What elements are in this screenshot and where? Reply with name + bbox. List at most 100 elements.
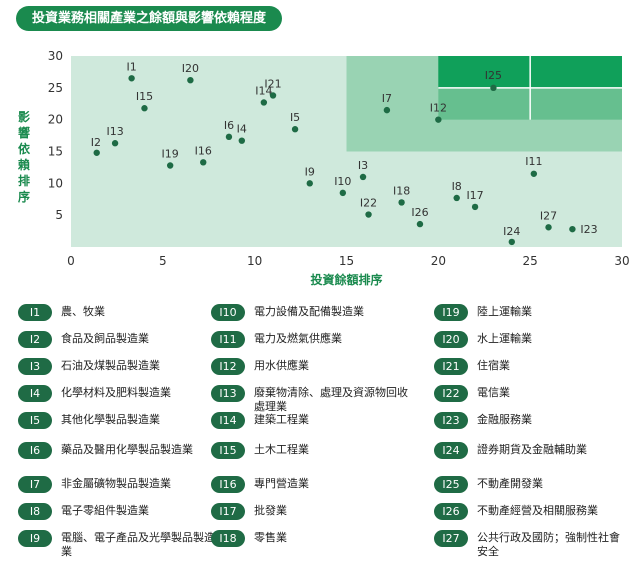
data-label-i19: I19 (162, 148, 179, 161)
y-axis-label-char: 依 (18, 141, 31, 156)
data-point-i13 (111, 140, 119, 147)
legend-item-i15: I15 土木工程業 (211, 442, 411, 459)
y-axis-label-char: 賴 (18, 157, 30, 172)
legend-code-badge: I10 (211, 304, 245, 321)
legend-item-i11: I11 電力及燃氣供應業 (211, 331, 411, 348)
legend-label: 陸上運輸業 (477, 305, 532, 318)
legend-code-badge: I5 (18, 412, 52, 429)
y-tick-label: 20 (48, 113, 63, 127)
data-label-i5: I5 (290, 111, 300, 124)
legend-code-badge: I19 (434, 304, 468, 321)
data-label-i18: I18 (393, 184, 410, 197)
legend-code-badge: I9 (18, 530, 52, 547)
legend-item-i22: I22 電信業 (434, 385, 630, 402)
data-point-i6 (225, 133, 233, 141)
legend-item-i2: I2 食品及飼品製造業 (18, 331, 218, 348)
data-points: I1 I2 I3 I4 I5 I6 I7 I8 I9 I10 I11 I12 I13 I14 I15 I16 I… (91, 60, 598, 246)
data-label-i23: I23 (580, 223, 597, 236)
legend-code-badge: I26 (434, 503, 468, 520)
legend-item-i6: I6 藥品及醫用化學製品製造業 (18, 442, 218, 459)
legend-item-i12: I12 用水供應業 (211, 358, 411, 375)
legend-item-i13: I13 廢棄物清除、處理及資源物回收處理業 (211, 385, 411, 414)
legend-code-badge: I17 (211, 503, 245, 520)
legend-code-badge: I15 (211, 442, 245, 459)
legend-item-i3: I3 石油及煤製品製造業 (18, 358, 218, 375)
data-point-i8 (453, 194, 460, 202)
legend-code-badge: I13 (211, 385, 245, 402)
legend-label: 證券期貨及金融輔助業 (477, 443, 587, 456)
legend-label: 非金屬礦物製品製造業 (61, 477, 171, 490)
zone-separators (438, 56, 622, 120)
data-label-i16: I16 (195, 144, 212, 157)
legend-label: 藥品及醫用化學製品製造業 (61, 443, 193, 456)
legend-item-i23: I23 金融服務業 (434, 412, 630, 429)
legend-label: 建築工程業 (254, 413, 309, 426)
legend-code-badge: I4 (18, 385, 52, 402)
legend-label: 石油及煤製品製造業 (61, 359, 160, 372)
legend-label: 公共行政及國防；強制性社會安全 (477, 531, 620, 558)
legend-code-badge: I22 (434, 385, 468, 402)
legend-code-badge: I16 (211, 476, 245, 493)
data-point-i14 (260, 99, 268, 106)
legend-label: 專門營造業 (254, 477, 309, 490)
legend-code-badge: I8 (18, 503, 52, 520)
legend-label: 零售業 (254, 531, 287, 544)
data-point-i17 (471, 203, 479, 211)
legend-item-i4: I4 化學材料及肥料製造業 (18, 385, 218, 402)
legend-code-badge: I2 (18, 331, 52, 348)
data-point-i22 (365, 211, 372, 218)
data-point-i7 (383, 106, 391, 114)
legend-item-i1: I1 農、牧業 (18, 304, 218, 321)
data-point-i19 (166, 162, 174, 169)
y-axis-label-char: 影 (18, 109, 30, 124)
legend-item-i14: I14 建築工程業 (211, 412, 411, 429)
data-label-i13: I13 (106, 125, 123, 138)
legend-code-badge: I24 (434, 442, 468, 459)
data-label-i1: I1 (126, 60, 136, 73)
data-point-i25 (490, 84, 497, 92)
data-label-i10: I10 (334, 175, 351, 188)
legend-item-i17: I17 批發業 (211, 503, 411, 520)
legend-code-badge: I7 (18, 476, 52, 493)
legend-code-badge: I20 (434, 331, 468, 348)
legend-item-i27: I27 公共行政及國防；強制性社會安全 (434, 530, 630, 559)
legend-label: 金融服務業 (477, 413, 532, 426)
x-tick-label: 20 (431, 254, 446, 268)
legend-label: 電信業 (477, 386, 510, 399)
x-tick-label: 25 (523, 254, 538, 268)
data-label-i9: I9 (305, 165, 315, 178)
y-tick-label: 15 (48, 145, 63, 159)
legend-item-i7: I7 非金屬礦物製品製造業 (18, 476, 218, 493)
data-point-i12 (435, 116, 442, 123)
data-label-i22: I22 (360, 197, 377, 210)
data-label-i25: I25 (485, 69, 502, 82)
data-point-i11 (530, 170, 538, 177)
data-point-i3 (359, 173, 367, 181)
data-label-i17: I17 (466, 189, 483, 202)
legend-code-badge: I6 (18, 442, 52, 459)
legend-code-badge: I27 (434, 530, 468, 547)
x-tick-label: 0 (67, 254, 75, 268)
legend-label: 水上運輸業 (477, 332, 532, 345)
data-point-i27 (545, 224, 552, 231)
legend-label: 用水供應業 (254, 359, 309, 372)
y-tick-label: 10 (48, 176, 63, 190)
legend-code-badge: I23 (434, 412, 468, 429)
data-point-i2 (93, 149, 100, 156)
data-label-i11: I11 (525, 155, 542, 168)
legend-code-badge: I21 (434, 358, 468, 375)
legend-label: 不動產經營及相關服務業 (477, 504, 598, 517)
legend-label: 電力設備及配備製造業 (254, 305, 364, 318)
data-point-i21 (269, 92, 277, 99)
legend-item-i8: I8 電子零組件製造業 (18, 503, 218, 520)
legend-code-badge: I18 (211, 530, 245, 547)
y-tick-label: 5 (55, 208, 63, 222)
legend-label: 廢棄物清除、處理及資源物回收處理業 (254, 386, 408, 413)
data-point-i16 (200, 159, 207, 166)
legend-code-badge: I3 (18, 358, 52, 375)
scatter-chart: 0 5 10 15 20 25 30 5 10 15 20 25 30 I1 I2 I3 I4 I5 I6 I7 I8… (18, 49, 630, 287)
data-label-i26: I26 (411, 206, 428, 219)
data-label-i24: I24 (503, 225, 520, 238)
legend-label: 其他化學製品製造業 (61, 413, 160, 426)
